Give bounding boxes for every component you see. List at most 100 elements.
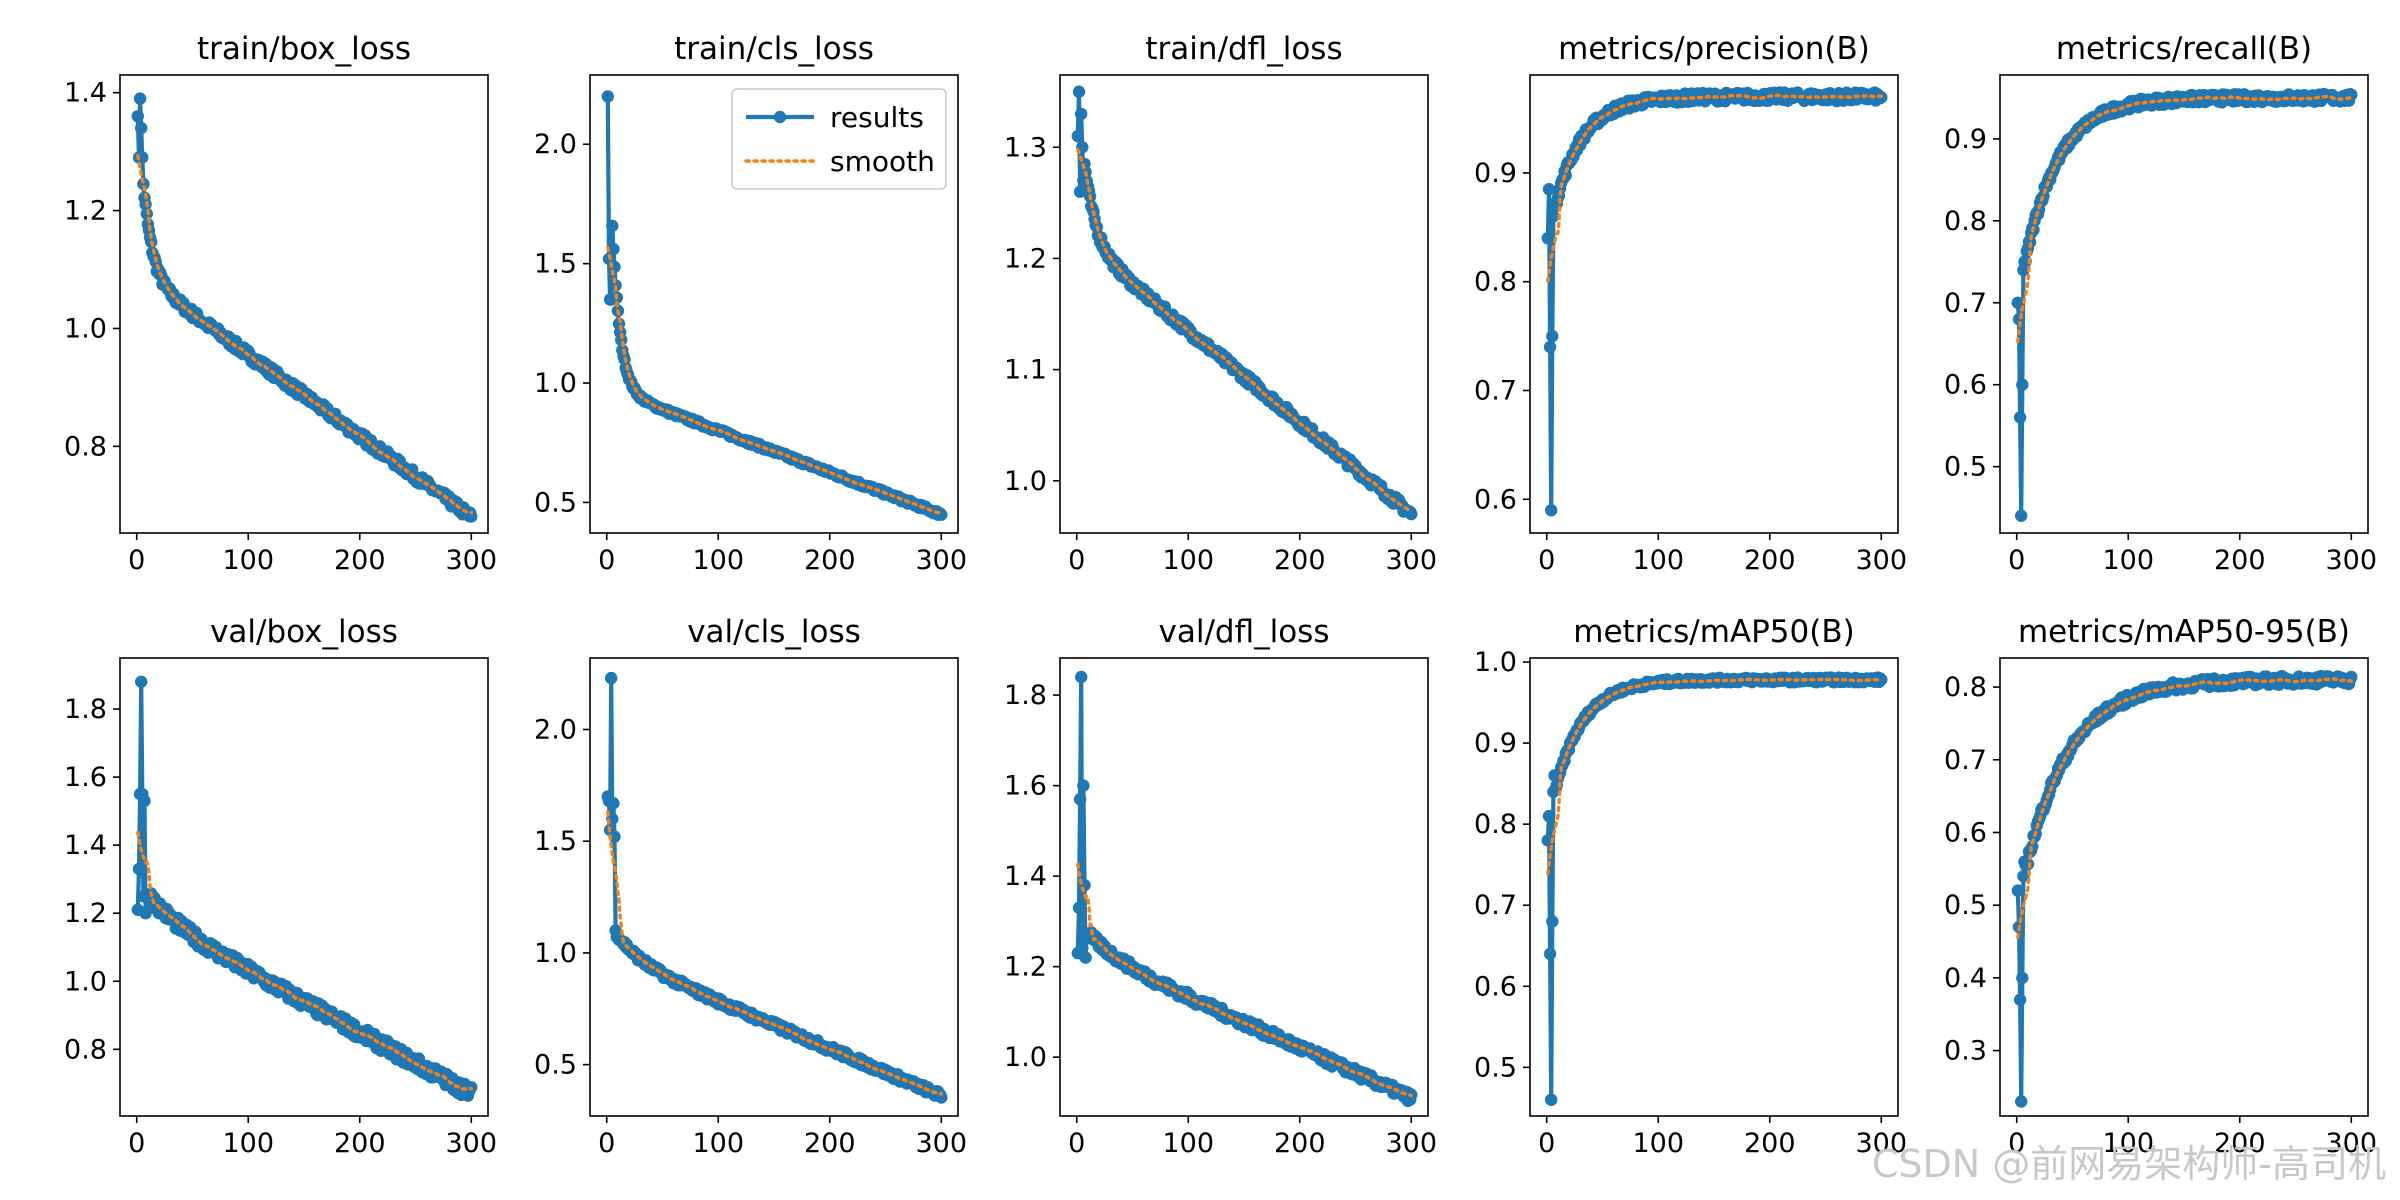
axes-frame xyxy=(119,74,489,534)
x-tick-label: 200 xyxy=(1744,545,1796,576)
y-tick-label: 1.6 xyxy=(64,762,107,793)
legend-results-label: results xyxy=(830,101,924,134)
plot-area xyxy=(601,90,948,521)
results-line xyxy=(1545,675,1883,1102)
results-point xyxy=(601,90,614,103)
axes-frame xyxy=(589,74,959,534)
panel-title: val/cls_loss xyxy=(687,614,861,650)
panel-title: val/box_loss xyxy=(210,614,398,650)
smooth-line xyxy=(606,810,943,1096)
results-point xyxy=(135,121,148,135)
y-tick-label: 0.9 xyxy=(1474,728,1517,759)
results-point xyxy=(607,797,620,810)
x-tick-label: 200 xyxy=(1744,1128,1796,1159)
x-tick-label: 300 xyxy=(2325,545,2377,576)
x-tick-label: 100 xyxy=(222,1128,274,1159)
y-tick-label: 1.0 xyxy=(534,368,577,399)
results-point xyxy=(133,92,147,105)
x-tick-label: 0 xyxy=(2008,1128,2025,1159)
results-point xyxy=(135,675,148,688)
results-point xyxy=(1546,329,1559,343)
results-point xyxy=(2011,296,2025,309)
plot-area xyxy=(131,92,478,523)
x-tick-label: 200 xyxy=(2214,545,2266,576)
results-point xyxy=(2021,857,2035,871)
results-point xyxy=(1075,107,1088,121)
panel-title: train/box_loss xyxy=(197,31,411,67)
y-tick-label: 0.5 xyxy=(1944,890,1987,921)
results-point xyxy=(935,508,948,521)
results-point xyxy=(1541,232,1555,245)
panel-train-dfl-loss: train/dfl_loss 0 100 200 300 1.0 1.1 1.2 1.3 xyxy=(1004,31,1437,576)
x-tick-label: 100 xyxy=(222,545,274,576)
plot-area xyxy=(1541,86,1888,517)
x-tick-label: 100 xyxy=(692,1128,744,1159)
results-point xyxy=(465,510,478,523)
panel-metrics-recall-b-: metrics/recall(B) 0 100 200 300 0.5 0.6 0.7 0.8 0… xyxy=(1944,31,2377,576)
smooth-line xyxy=(2016,94,2353,344)
plot-area xyxy=(1071,85,1418,521)
y-tick-label: 0.9 xyxy=(1474,158,1517,189)
smooth-line xyxy=(2016,677,2353,940)
panel-title: val/dfl_loss xyxy=(1159,614,1330,650)
y-tick-label: 1.2 xyxy=(64,196,107,227)
axes-frame xyxy=(1059,74,1429,534)
results-point xyxy=(2015,509,2028,522)
smooth-line xyxy=(1076,862,1413,1098)
plot-area xyxy=(601,671,948,1104)
y-tick-label: 2.0 xyxy=(534,714,577,745)
y-tick-label: 1.0 xyxy=(64,966,107,997)
watermark: CSDN @前网易架构师-高司机 xyxy=(1871,1142,2386,1186)
y-tick-label: 0.7 xyxy=(1474,890,1517,921)
y-tick-label: 1.2 xyxy=(64,898,107,929)
results-point xyxy=(2013,411,2027,424)
x-tick-label: 200 xyxy=(804,545,856,576)
y-tick-label: 0.6 xyxy=(1944,817,1987,848)
results-point xyxy=(1543,340,1557,354)
y-tick-label: 0.5 xyxy=(1474,1052,1517,1083)
y-tick-label: 1.0 xyxy=(1004,466,1047,497)
x-tick-label: 0 xyxy=(1538,545,1555,576)
results-line xyxy=(605,676,944,1099)
results-point xyxy=(1077,779,1090,792)
results-point xyxy=(607,242,620,256)
panel-metrics-map50-95-b-: metrics/mAP50-95(B) 0 100 200 300 0.3 0.4 0.5 0.… xyxy=(1944,614,2377,1159)
x-tick-label: 0 xyxy=(598,1128,615,1159)
legend-results-marker xyxy=(773,110,787,124)
y-tick-label: 0.9 xyxy=(1944,124,1987,155)
smooth-line xyxy=(1546,677,1883,876)
x-tick-label: 200 xyxy=(1274,545,1326,576)
x-tick-label: 300 xyxy=(915,545,967,576)
panel-title: metrics/mAP50-95(B) xyxy=(2018,614,2350,650)
plot-area xyxy=(2011,88,2358,522)
panel-val-box-loss: val/box_loss 0 100 200 300 0.8 1.0 1.2 1.4 1.6 1.8 xyxy=(64,614,497,1159)
smooth-line xyxy=(606,246,943,515)
y-tick-label: 1.0 xyxy=(1474,647,1517,678)
results-point xyxy=(1543,947,1557,961)
results-point xyxy=(1071,129,1085,143)
y-tick-label: 0.5 xyxy=(534,487,577,518)
results-point xyxy=(606,219,619,233)
results-point xyxy=(1073,793,1087,806)
axes-frame xyxy=(119,657,489,1117)
results-point xyxy=(1075,670,1088,684)
axes-frame xyxy=(1999,74,2369,534)
x-tick-label: 300 xyxy=(1855,545,1907,576)
axes-frame xyxy=(589,657,959,1117)
results-point xyxy=(1405,507,1418,521)
results-line xyxy=(2015,92,2353,518)
y-tick-label: 1.0 xyxy=(64,313,107,344)
x-tick-label: 200 xyxy=(1274,1128,1326,1159)
x-tick-label: 0 xyxy=(128,1128,145,1159)
y-tick-label: 2.0 xyxy=(534,129,577,160)
x-tick-label: 200 xyxy=(804,1128,856,1159)
x-tick-label: 100 xyxy=(692,545,744,576)
smooth-line xyxy=(136,153,473,515)
y-tick-label: 1.0 xyxy=(1004,1042,1047,1073)
y-tick-label: 0.7 xyxy=(1944,288,1987,319)
x-tick-label: 300 xyxy=(2325,1128,2377,1159)
y-tick-label: 0.6 xyxy=(1474,484,1517,515)
results-point xyxy=(132,862,146,876)
x-tick-label: 300 xyxy=(1385,545,1437,576)
y-tick-label: 1.4 xyxy=(64,830,107,861)
